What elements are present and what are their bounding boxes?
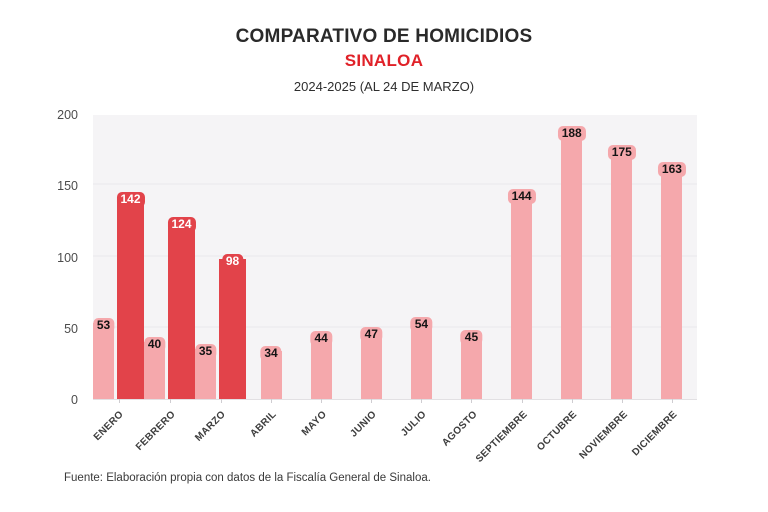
source-note: Fuente: Elaboración propia con datos de …: [64, 472, 431, 484]
month-column: 175 NOVIEMBRE: [577, 115, 647, 462]
chart-header: COMPARATIVO DE HOMICIDIOS SINALOA 2024-2…: [0, 26, 768, 94]
month-label: ENERO: [92, 409, 127, 443]
bar-columns: 53 142 ENERO 40 124 FEBRERO 35 98 MARZO 34 ABRIL 44…: [92, 115, 697, 465]
month-column: 34 ABRIL: [246, 115, 296, 439]
x-tick: [421, 399, 423, 403]
bar-value-label: 40: [143, 337, 166, 352]
x-tick: [169, 399, 171, 403]
month-label: DICIEMBRE: [630, 409, 680, 459]
bar-2024: 35: [194, 344, 217, 399]
bar-2024: 144: [507, 188, 536, 399]
bar-2024: 47: [360, 327, 382, 399]
y-tick-label: 100: [57, 250, 78, 265]
x-tick: [118, 399, 120, 403]
bar-value-label: 45: [460, 329, 483, 345]
bar-2024: 40: [143, 337, 166, 399]
bar-value-label: 34: [260, 345, 282, 361]
month-column: 35 98 MARZO: [194, 115, 246, 444]
month-column: 163 DICIEMBRE: [630, 115, 697, 458]
chart-subtitle: SINALOA: [344, 51, 424, 70]
bar-value-label: 175: [607, 144, 636, 160]
bar-value-label: 35: [194, 344, 217, 360]
month-label: OCTUBRE: [535, 409, 580, 454]
chart-period: 2024-2025 (AL 24 DE MARZO): [293, 79, 475, 94]
month-label: JULIO: [399, 409, 430, 439]
x-tick: [621, 399, 623, 403]
month-column: 54 JULIO: [396, 115, 446, 439]
y-tick-label: 50: [64, 321, 78, 336]
bar-2024: 163: [657, 161, 686, 399]
y-tick-label: 200: [57, 108, 78, 122]
month-label: FEBRERO: [133, 409, 178, 453]
month-label: SEPTIEMBRE: [473, 409, 530, 465]
bar-2025: 98: [219, 254, 246, 399]
x-tick: [371, 399, 373, 403]
bar-value-label: 188: [557, 126, 586, 142]
gridline: [93, 325, 697, 328]
bar-value-label: 47: [360, 327, 382, 343]
month-label: MARZO: [193, 409, 229, 444]
bar-2024: 54: [410, 317, 433, 399]
bar-2025: 124: [167, 217, 196, 399]
month-label: JUNIO: [348, 409, 380, 440]
bar-2024: 53: [92, 318, 115, 399]
y-axis: 0 50 100 150 200: [40, 108, 86, 407]
bar-value-label: 98: [221, 254, 244, 270]
bar-value-label: 142: [116, 191, 145, 207]
month-label: NOVIEMBRE: [577, 409, 630, 462]
bar-2025: 142: [116, 191, 145, 399]
bar-2024: 34: [260, 345, 282, 399]
month-label: ABRIL: [248, 409, 279, 440]
gridline: [93, 183, 697, 186]
bar-value-label: 54: [410, 317, 433, 333]
y-tick-label: 0: [71, 393, 78, 407]
x-tick: [471, 399, 473, 403]
bar-value-label: 144: [507, 188, 536, 204]
gridline: [93, 254, 697, 257]
bar-2024: 45: [460, 329, 483, 399]
month-column: 45 AGOSTO: [440, 115, 496, 449]
plot-area: 53 142 ENERO 40 124 FEBRERO 35 98 MARZO 34 ABRIL 44…: [92, 115, 697, 465]
month-column: 188 OCTUBRE: [535, 115, 597, 453]
x-tick: [271, 399, 273, 403]
month-column: 40 124 FEBRERO: [133, 115, 196, 453]
month-column: 144 SEPTIEMBRE: [474, 115, 547, 465]
month-column: 44 MAYO: [296, 115, 346, 438]
bar-2024: 188: [557, 126, 586, 399]
y-tick-label: 150: [57, 179, 78, 194]
bar-value-label: 53: [92, 318, 115, 334]
month-column: 47 JUNIO: [346, 115, 396, 439]
x-tick: [671, 399, 673, 403]
bar-value-label: 163: [657, 161, 686, 177]
x-tick: [521, 399, 523, 403]
bar-2024: 44: [310, 331, 332, 399]
x-tick: [321, 399, 323, 403]
chart-title: COMPARATIVO DE HOMICIDIOS: [235, 26, 533, 47]
bar-value-label: 44: [310, 331, 332, 347]
month-label: AGOSTO: [439, 409, 480, 449]
bar-2024: 175: [607, 144, 636, 399]
bar-value-label: 124: [167, 217, 196, 233]
x-tick: [220, 399, 222, 403]
month-column: 53 142 ENERO: [92, 115, 145, 443]
x-tick: [571, 399, 573, 403]
month-label: MAYO: [299, 409, 329, 439]
